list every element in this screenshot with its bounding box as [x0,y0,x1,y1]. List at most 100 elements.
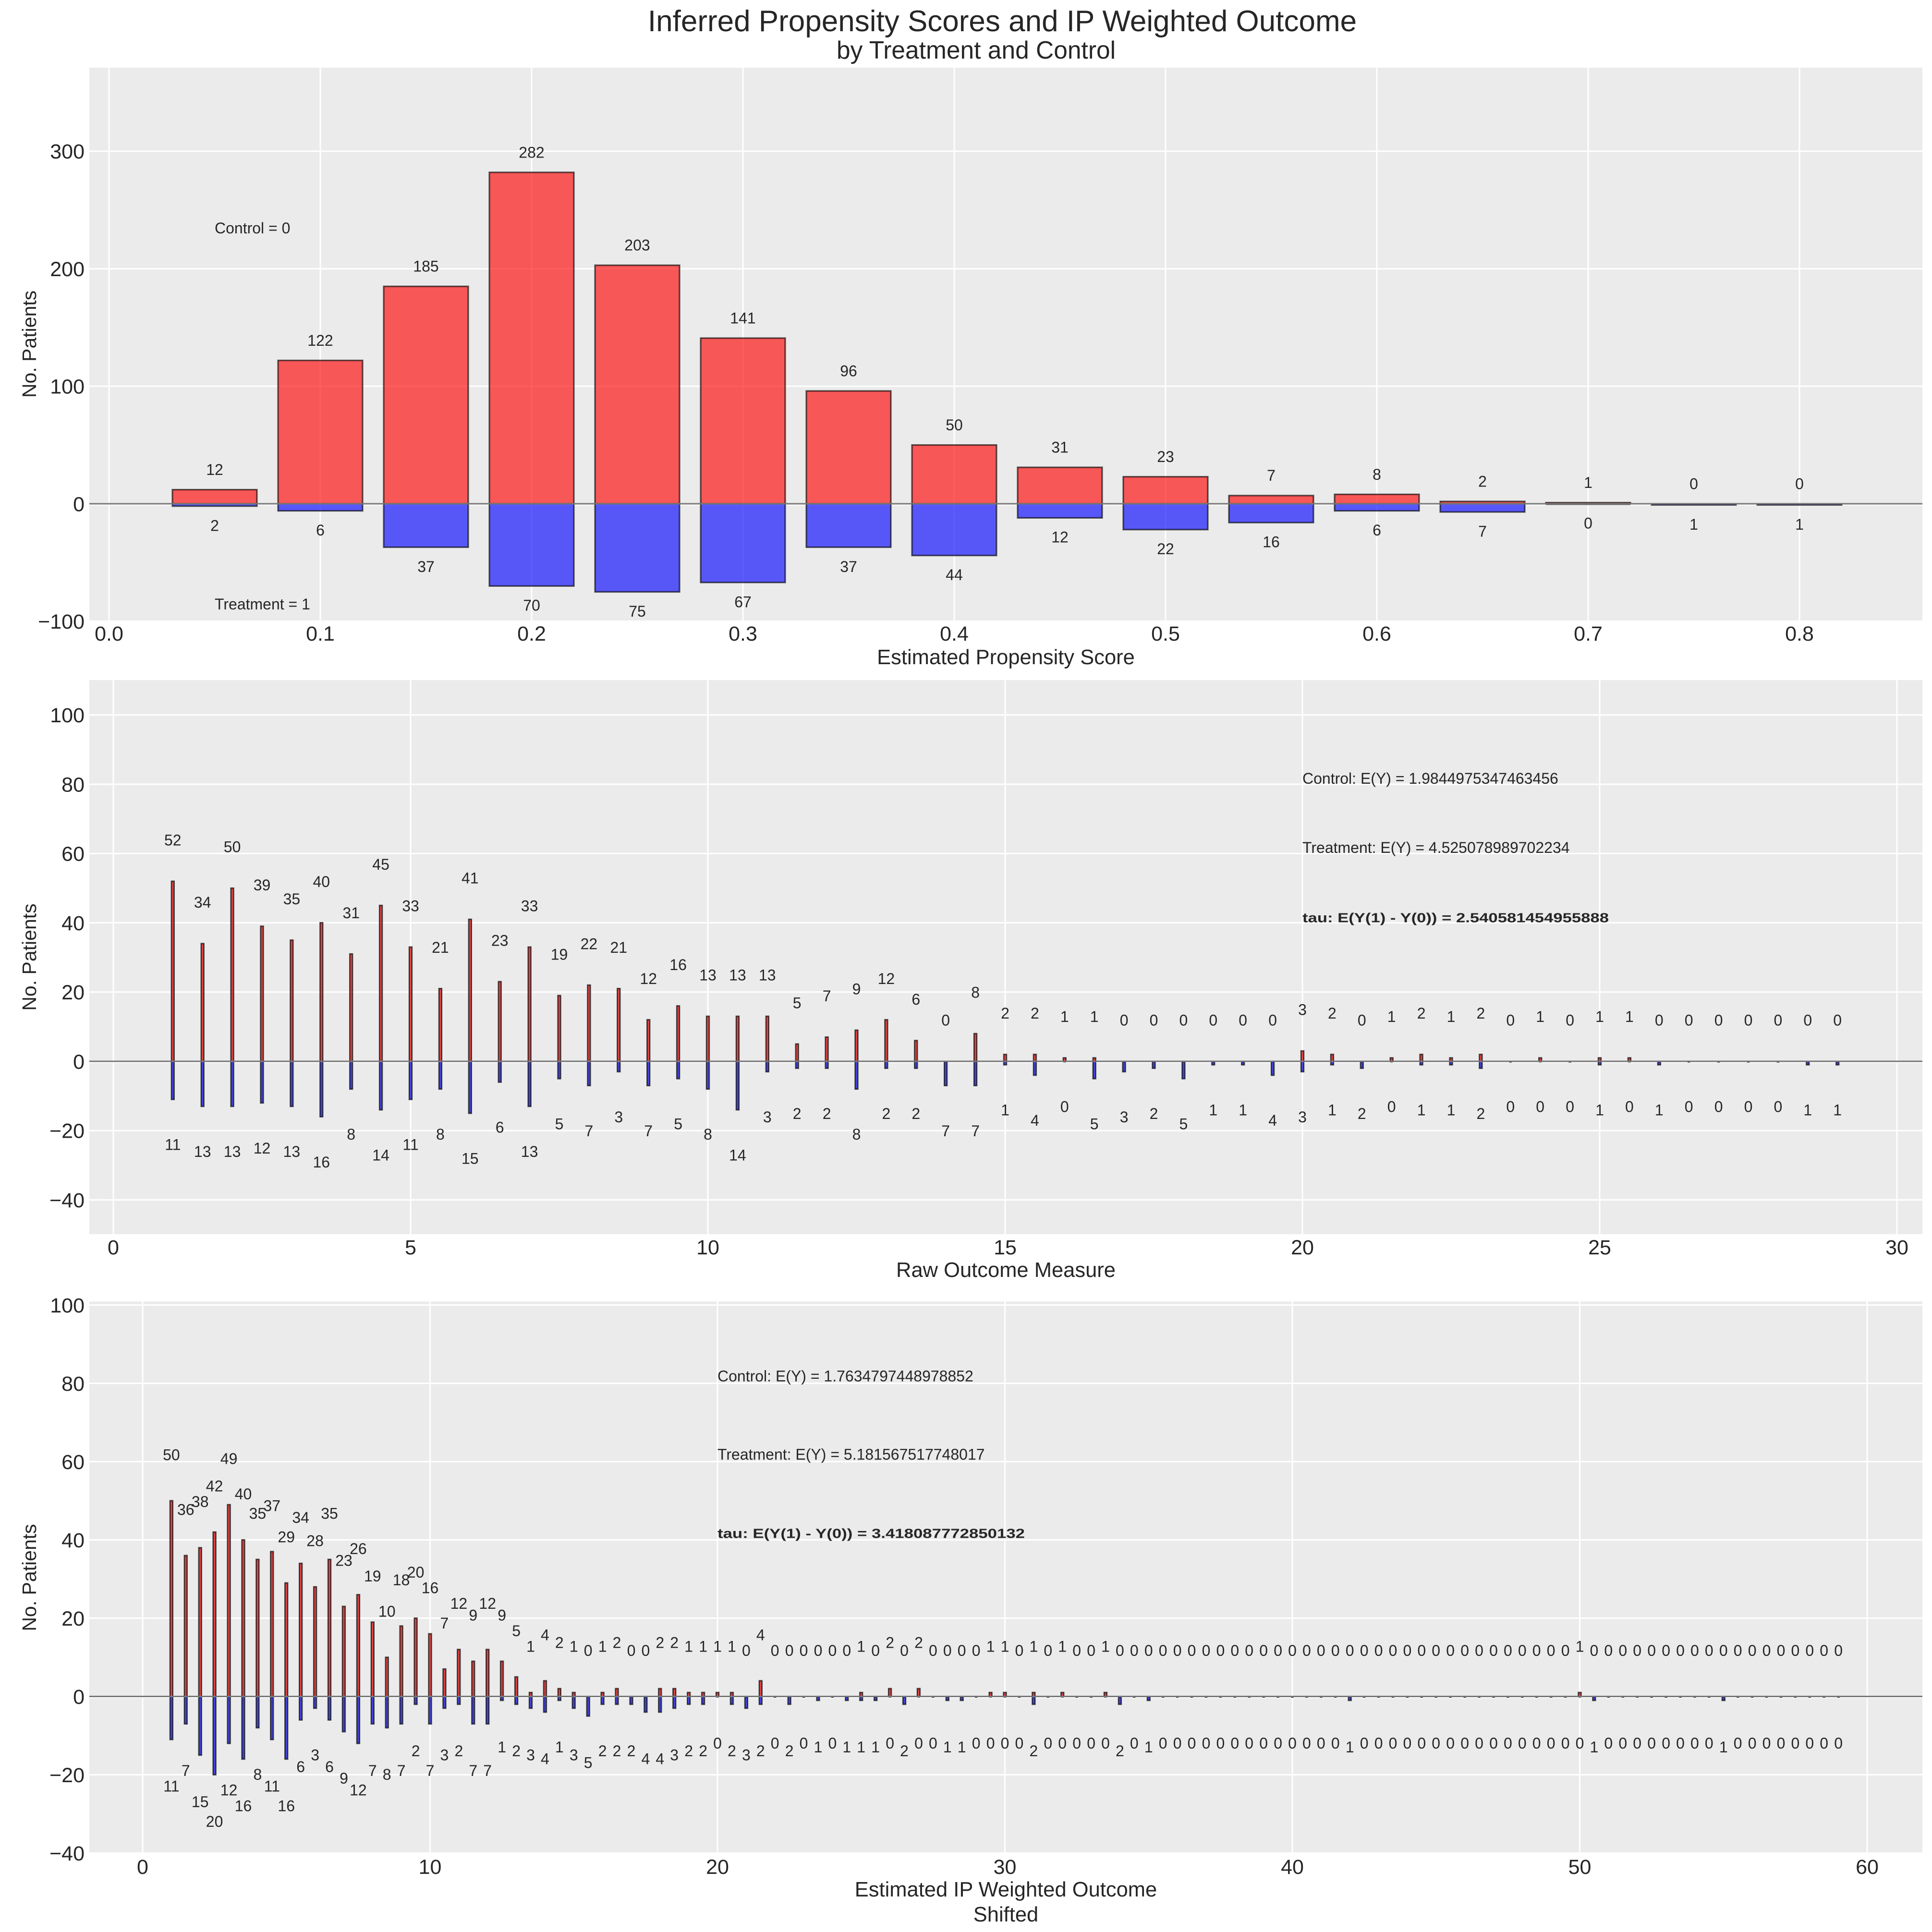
svg-text:0: 0 [1734,1735,1742,1752]
svg-text:−40: −40 [49,1189,85,1212]
svg-text:8: 8 [347,1126,355,1143]
svg-text:122: 122 [307,332,333,349]
svg-text:0: 0 [1604,1642,1613,1659]
svg-text:0: 0 [1446,1735,1455,1752]
svg-text:0: 0 [1506,1098,1515,1115]
svg-text:7: 7 [644,1122,653,1140]
svg-text:0: 0 [929,1735,937,1752]
svg-text:23: 23 [491,932,509,949]
svg-text:0: 0 [1259,1642,1268,1659]
svg-text:3: 3 [614,1108,623,1126]
svg-text:1: 1 [1144,1738,1153,1756]
svg-text:0: 0 [1116,1642,1124,1659]
svg-text:0: 0 [1302,1735,1311,1752]
svg-text:13: 13 [699,967,717,984]
svg-text:22: 22 [581,936,598,953]
svg-text:6: 6 [325,1758,334,1775]
svg-text:5: 5 [674,1115,682,1132]
svg-text:12: 12 [220,1782,238,1799]
svg-text:3: 3 [1298,1108,1307,1126]
svg-text:100: 100 [50,704,85,727]
svg-text:0: 0 [1705,1642,1713,1659]
svg-text:1: 1 [1346,1738,1354,1756]
svg-text:2: 2 [1116,1742,1124,1760]
svg-text:0: 0 [1676,1642,1685,1659]
svg-text:Inferred Propensity Scores and: Inferred Propensity Scores and IP Weight… [648,5,1357,38]
svg-text:203: 203 [624,237,650,254]
svg-text:1: 1 [570,1638,578,1655]
svg-text:−20: −20 [49,1764,85,1787]
svg-text:0: 0 [771,1735,779,1752]
svg-text:12: 12 [206,461,223,478]
svg-text:−40: −40 [49,1842,85,1865]
svg-text:0: 0 [1374,1735,1383,1752]
svg-text:1: 1 [1719,1738,1728,1756]
svg-text:26: 26 [350,1540,367,1557]
svg-text:0: 0 [1360,1642,1369,1659]
svg-text:0: 0 [1274,1642,1282,1659]
svg-text:2: 2 [555,1634,564,1652]
svg-text:1: 1 [1209,1102,1217,1119]
svg-text:15: 15 [462,1150,479,1167]
svg-text:0: 0 [1087,1642,1095,1659]
svg-text:2: 2 [656,1634,664,1652]
svg-text:67: 67 [734,593,752,610]
svg-text:0: 0 [1633,1735,1641,1752]
svg-text:0: 0 [1805,1642,1814,1659]
svg-text:96: 96 [840,362,857,379]
svg-text:80: 80 [61,1373,85,1396]
svg-text:21: 21 [610,939,628,956]
svg-text:6: 6 [316,522,325,539]
svg-text:0: 0 [1387,1098,1396,1115]
svg-text:Estimated Propensity Score: Estimated Propensity Score [877,646,1135,669]
svg-text:0: 0 [1518,1735,1527,1752]
svg-text:3: 3 [311,1746,319,1763]
svg-text:0: 0 [1216,1642,1225,1659]
svg-text:300: 300 [50,140,85,163]
svg-text:100: 100 [50,376,85,399]
svg-text:0: 0 [1360,1735,1369,1752]
svg-text:No. Patients: No. Patients [18,291,40,398]
svg-text:0: 0 [1202,1642,1211,1659]
svg-text:44: 44 [946,566,963,583]
svg-text:0: 0 [1015,1735,1024,1752]
svg-text:1: 1 [1060,1008,1069,1025]
svg-text:16: 16 [422,1580,439,1597]
svg-text:1: 1 [943,1738,952,1756]
svg-text:0: 0 [972,1735,981,1752]
svg-text:0: 0 [1060,1098,1069,1115]
svg-text:0: 0 [1820,1642,1828,1659]
svg-text:0: 0 [1584,514,1592,532]
svg-text:0: 0 [1173,1735,1182,1752]
svg-text:9: 9 [498,1607,506,1624]
svg-text:8: 8 [436,1126,445,1143]
svg-text:0: 0 [1791,1642,1800,1659]
svg-text:37: 37 [417,558,435,575]
svg-text:0: 0 [1561,1735,1570,1752]
svg-text:0: 0 [1374,1642,1383,1659]
svg-text:1: 1 [871,1738,880,1756]
svg-text:2: 2 [670,1634,679,1652]
svg-text:7: 7 [1267,467,1276,484]
svg-text:0: 0 [1744,1011,1753,1029]
svg-text:1: 1 [498,1738,506,1756]
svg-text:1: 1 [1001,1638,1009,1655]
svg-text:6: 6 [911,991,920,1008]
svg-text:tau: E(Y(1) - Y(0)) = 2.540581: tau: E(Y(1) - Y(0)) = 2.540581454955888 [1302,911,1609,925]
svg-text:20: 20 [407,1564,425,1581]
svg-text:tau: E(Y(1) - Y(0)) = 3.418087: tau: E(Y(1) - Y(0)) = 3.418087772850132 [717,1526,1025,1541]
svg-text:8: 8 [971,984,980,1001]
svg-text:35: 35 [249,1505,267,1522]
svg-text:0: 0 [1791,1735,1800,1752]
svg-text:4: 4 [541,1750,549,1768]
svg-text:2: 2 [886,1634,894,1652]
svg-text:1: 1 [1239,1102,1247,1119]
svg-text:1: 1 [1833,1102,1842,1119]
svg-text:2: 2 [210,517,219,534]
svg-text:20: 20 [1291,1236,1314,1259]
svg-text:7: 7 [182,1762,190,1779]
svg-text:1: 1 [1795,516,1804,533]
svg-text:1: 1 [842,1738,851,1756]
svg-text:0: 0 [1044,1735,1052,1752]
svg-text:7: 7 [971,1122,980,1140]
